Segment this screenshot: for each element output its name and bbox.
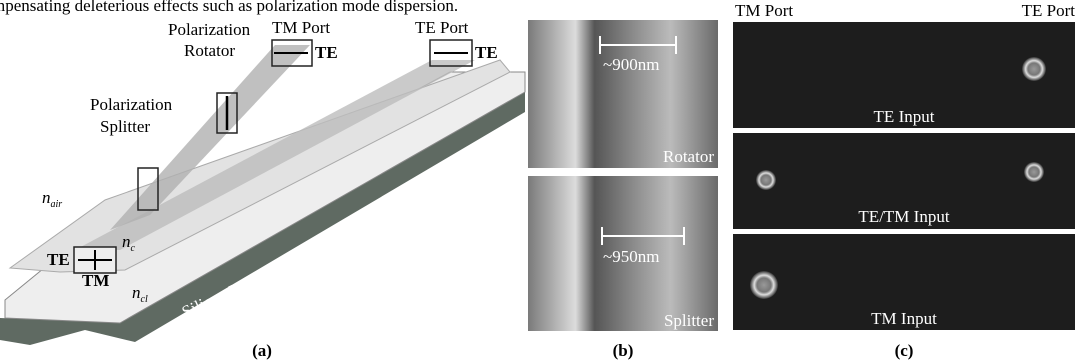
panel-a: TM Port TE Port TE TE Polarization Rotat… <box>0 18 525 360</box>
figure: mpensating deleterious effects such as p… <box>0 0 1079 360</box>
splitter-label: Polarization <box>90 95 173 114</box>
n-air: nair <box>42 188 62 210</box>
output-spot <box>756 170 776 190</box>
caption: (c) <box>895 341 914 360</box>
te-label: TE <box>47 250 70 269</box>
tm-label: TM <box>82 271 109 290</box>
tm-port-label: TM Port <box>735 1 793 20</box>
panel-c: TM Port TE Port TE Input TE/TM Input TM … <box>733 1 1075 360</box>
subscript: air <box>51 199 63 210</box>
te-port-label: TE Port <box>1022 1 1076 20</box>
image-label: Rotator <box>663 147 714 166</box>
header-text: mpensating deleterious effects such as p… <box>0 0 458 15</box>
rotator-label: Rotator <box>184 41 235 60</box>
tm-port-label: TM Port <box>272 18 330 37</box>
subscript: cl <box>141 294 148 305</box>
output-spot <box>750 271 778 299</box>
splitter-label: Splitter <box>100 117 150 136</box>
rotator-label: Polarization <box>168 20 251 39</box>
width-label: ~950nm <box>603 247 659 266</box>
output-spot <box>1022 57 1046 81</box>
image-label: Splitter <box>664 311 714 330</box>
subscript: c <box>131 243 136 254</box>
input-label: TM Input <box>871 309 937 328</box>
symbol: n <box>42 188 51 207</box>
symbol: n <box>122 232 131 251</box>
output-spot <box>1024 162 1044 182</box>
caption: (a) <box>252 341 272 360</box>
te-label: TE <box>315 43 338 62</box>
input-label: TE/TM Input <box>858 207 949 226</box>
caption: (b) <box>613 341 634 360</box>
te-port-label: TE Port <box>415 18 469 37</box>
width-label: ~900nm <box>603 55 659 74</box>
input-label: TE Input <box>874 107 935 126</box>
panel-b: ~900nm Rotator ~950nm Splitter (b) <box>528 20 718 360</box>
te-label: TE <box>475 43 498 62</box>
symbol: n <box>132 283 141 302</box>
sem-image <box>528 20 718 168</box>
